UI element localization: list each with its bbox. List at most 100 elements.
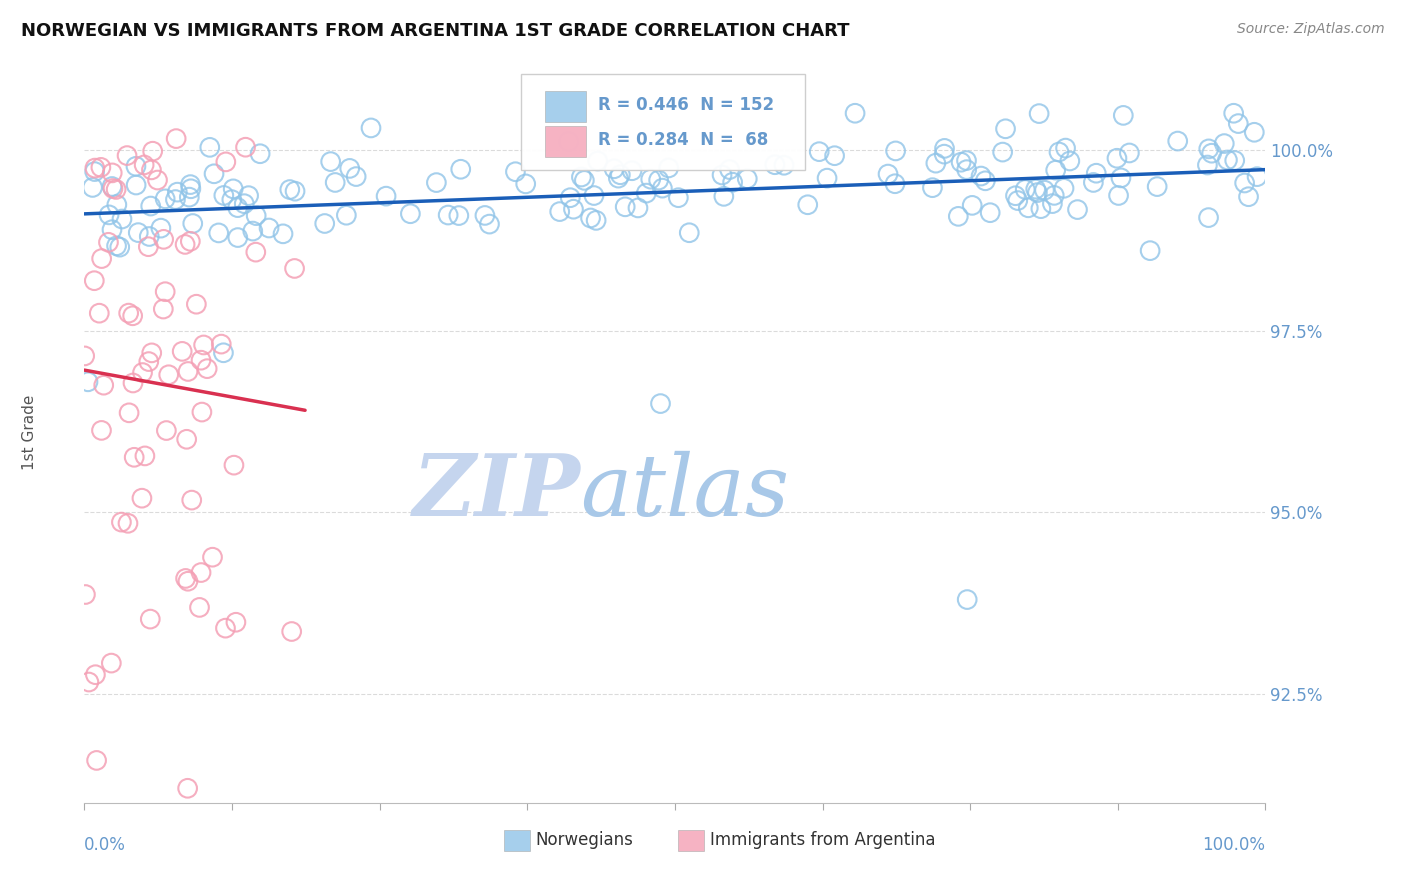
- Point: [118, 406, 141, 420]
- Text: Norwegians: Norwegians: [536, 830, 633, 849]
- Point: [640, 172, 662, 186]
- Point: [176, 781, 198, 796]
- Point: [157, 368, 180, 382]
- Point: [188, 600, 211, 615]
- Point: [191, 405, 214, 419]
- Point: [955, 153, 977, 168]
- Point: [650, 396, 672, 410]
- Point: [172, 344, 194, 359]
- Point: [278, 182, 301, 196]
- Point: [202, 167, 225, 181]
- Point: [138, 240, 160, 254]
- Point: [1042, 196, 1064, 211]
- Point: [1213, 136, 1236, 151]
- Point: [773, 158, 796, 172]
- Point: [131, 491, 153, 506]
- Point: [212, 188, 235, 202]
- Point: [586, 154, 609, 169]
- Point: [125, 159, 148, 173]
- Point: [1059, 153, 1081, 168]
- Point: [970, 169, 993, 183]
- Point: [198, 140, 221, 154]
- Point: [101, 166, 124, 180]
- Point: [636, 186, 658, 201]
- Point: [209, 337, 232, 351]
- Point: [89, 306, 111, 320]
- Point: [884, 177, 907, 191]
- Point: [208, 226, 231, 240]
- Point: [226, 201, 249, 215]
- Point: [1025, 182, 1047, 196]
- Point: [226, 230, 249, 244]
- Point: [1043, 188, 1066, 202]
- Point: [1108, 188, 1130, 202]
- Point: [83, 274, 105, 288]
- Point: [1201, 146, 1223, 161]
- Point: [271, 227, 294, 241]
- Point: [582, 188, 605, 202]
- Point: [763, 158, 786, 172]
- Point: [560, 191, 582, 205]
- Point: [186, 297, 208, 311]
- Point: [574, 173, 596, 187]
- Bar: [546, 126, 586, 157]
- Point: [1112, 108, 1135, 122]
- Point: [1026, 186, 1049, 200]
- Point: [249, 146, 271, 161]
- Point: [627, 201, 650, 215]
- Point: [101, 181, 124, 195]
- FancyBboxPatch shape: [522, 73, 804, 169]
- Point: [176, 432, 198, 446]
- Point: [1017, 201, 1039, 215]
- Point: [165, 193, 187, 207]
- Point: [1233, 176, 1256, 190]
- Point: [115, 148, 138, 162]
- Text: R = 0.446  N = 152: R = 0.446 N = 152: [598, 95, 775, 113]
- Text: ZIP: ZIP: [412, 450, 581, 533]
- Point: [609, 168, 631, 182]
- Point: [737, 171, 759, 186]
- Point: [127, 226, 149, 240]
- Point: [1014, 182, 1036, 196]
- Point: [339, 161, 361, 176]
- Point: [177, 364, 200, 378]
- Point: [548, 204, 571, 219]
- Point: [122, 376, 145, 390]
- Text: atlas: atlas: [581, 450, 790, 533]
- Point: [1033, 183, 1056, 197]
- Point: [844, 106, 866, 120]
- Point: [1054, 141, 1077, 155]
- Point: [314, 217, 336, 231]
- Point: [603, 161, 626, 176]
- Point: [138, 354, 160, 368]
- Point: [98, 208, 121, 222]
- Point: [233, 196, 256, 211]
- Point: [651, 181, 673, 195]
- Point: [174, 571, 197, 585]
- Text: Source: ZipAtlas.com: Source: ZipAtlas.com: [1237, 22, 1385, 37]
- Point: [195, 361, 218, 376]
- Point: [579, 211, 602, 225]
- Text: Immigrants from Argentina: Immigrants from Argentina: [710, 830, 936, 849]
- Point: [319, 154, 342, 169]
- Point: [75, 587, 97, 601]
- Point: [344, 169, 367, 184]
- Point: [155, 424, 177, 438]
- Text: 1st Grade: 1st Grade: [22, 395, 37, 470]
- Point: [141, 162, 163, 177]
- Point: [1047, 145, 1070, 159]
- Text: 100.0%: 100.0%: [1202, 836, 1265, 855]
- Point: [1197, 158, 1219, 172]
- Point: [146, 173, 169, 187]
- Point: [166, 185, 188, 199]
- Point: [235, 140, 257, 154]
- Bar: [546, 91, 586, 121]
- Point: [991, 145, 1014, 160]
- Point: [179, 178, 201, 192]
- Point: [90, 252, 112, 266]
- Point: [375, 189, 398, 203]
- Point: [179, 190, 201, 204]
- Point: [994, 121, 1017, 136]
- Point: [125, 178, 148, 192]
- Point: [718, 162, 741, 177]
